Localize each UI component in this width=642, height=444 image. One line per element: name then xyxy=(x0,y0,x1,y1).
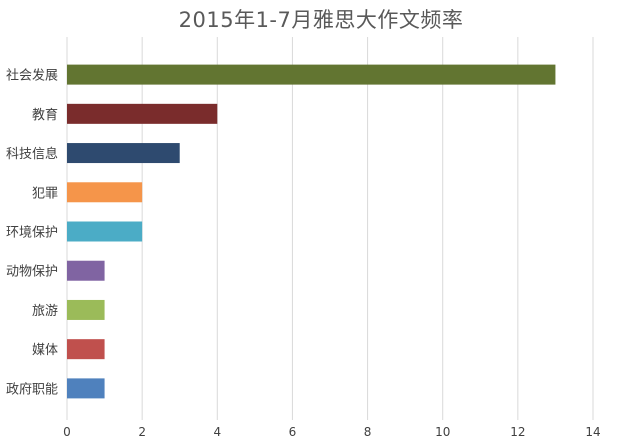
bar-0 xyxy=(67,64,556,85)
x-tick-label: 14 xyxy=(585,425,600,439)
x-tick-label: 8 xyxy=(364,425,372,439)
bars xyxy=(67,64,556,399)
category-label: 科技信息 xyxy=(6,146,58,162)
x-tick-labels: 0 2 4 6 8 10 12 14 xyxy=(63,425,600,439)
bar-1 xyxy=(67,103,218,124)
bar-6 xyxy=(67,299,105,320)
category-label: 教育 xyxy=(32,107,58,123)
bar-2 xyxy=(67,143,180,164)
category-label: 媒体 xyxy=(32,343,58,358)
category-label: 犯罪 xyxy=(32,186,58,201)
bar-3 xyxy=(67,182,143,203)
category-label: 旅游 xyxy=(32,304,58,319)
category-label: 政府职能 xyxy=(6,382,58,397)
x-tick-label: 10 xyxy=(435,425,450,439)
x-tick-label: 4 xyxy=(213,425,221,439)
bar-4 xyxy=(67,221,143,242)
category-label: 动物保护 xyxy=(6,265,58,280)
category-label: 社会发展 xyxy=(6,68,58,84)
bar-5 xyxy=(67,260,105,281)
bar-7 xyxy=(67,339,105,360)
bar-8 xyxy=(67,378,105,399)
gridlines xyxy=(66,37,594,420)
category-label: 环境保护 xyxy=(6,226,58,241)
x-tick-label: 12 xyxy=(510,425,525,439)
x-tick-label: 0 xyxy=(63,425,71,439)
chart-title: 2015年1-7月雅思大作文频率 xyxy=(178,8,464,32)
x-tick-label: 2 xyxy=(138,425,146,439)
x-tick-label: 6 xyxy=(289,425,297,439)
